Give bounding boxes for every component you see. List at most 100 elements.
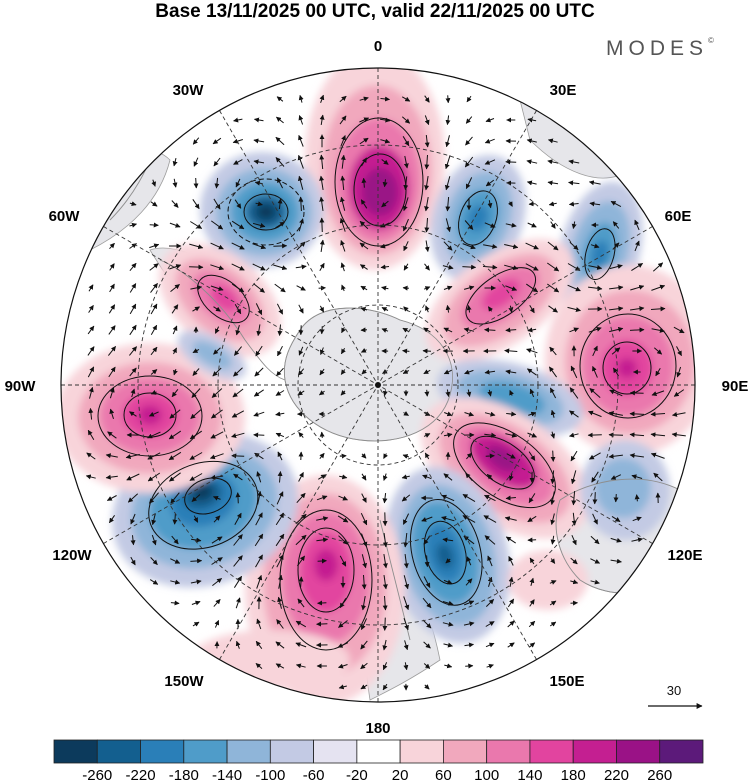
wind-vector bbox=[233, 367, 243, 377]
wind-vector bbox=[463, 285, 475, 291]
wind-vector bbox=[424, 263, 430, 271]
wind-vector bbox=[130, 535, 136, 546]
wind-vector bbox=[361, 177, 367, 188]
colorbar-tick-label: -140 bbox=[212, 767, 242, 783]
wind-vector bbox=[339, 196, 346, 211]
wind-vector bbox=[588, 410, 602, 418]
wind-vector bbox=[130, 556, 136, 566]
wind-vector bbox=[129, 222, 137, 228]
map-boundary bbox=[60, 67, 696, 703]
wind-vector bbox=[550, 535, 556, 545]
wind-vector bbox=[340, 175, 346, 191]
positive-anomaly-0 bbox=[305, 68, 445, 270]
wind-vector bbox=[295, 264, 307, 270]
wind-vector bbox=[316, 537, 329, 543]
wind-vector bbox=[277, 596, 283, 609]
wind-vector bbox=[127, 493, 139, 503]
wind-vector bbox=[129, 346, 137, 356]
wind-vector bbox=[589, 388, 601, 398]
wind-vector bbox=[591, 471, 599, 483]
wind-vector bbox=[339, 115, 347, 125]
wind-vector bbox=[525, 242, 539, 250]
wind-vector bbox=[507, 620, 515, 628]
wind-vector bbox=[190, 221, 203, 229]
wind-vector bbox=[109, 283, 115, 293]
wind-vector bbox=[508, 305, 514, 313]
wind-vector bbox=[360, 199, 368, 209]
wind-vector bbox=[443, 432, 453, 438]
wind-vector bbox=[505, 285, 518, 291]
wind-vector bbox=[275, 136, 285, 146]
wind-vector bbox=[276, 619, 284, 629]
wind-vector bbox=[571, 534, 577, 546]
wind-vector bbox=[106, 495, 117, 501]
wind-vector bbox=[403, 411, 409, 416]
wind-vector bbox=[256, 324, 262, 337]
wind-vector bbox=[359, 117, 370, 123]
wind-vector bbox=[275, 221, 286, 229]
wind-vector bbox=[590, 243, 600, 249]
wind-vector bbox=[151, 179, 157, 187]
wind-vector bbox=[147, 431, 161, 439]
wind-vector bbox=[631, 262, 644, 272]
wind-vector bbox=[214, 326, 220, 334]
wind-vector bbox=[569, 387, 579, 399]
wind-vector bbox=[277, 345, 283, 357]
wind-vector bbox=[422, 474, 432, 480]
wind-vector bbox=[423, 411, 431, 416]
wind-vector bbox=[298, 134, 304, 147]
wind-vector bbox=[423, 433, 431, 438]
wind-vector bbox=[550, 409, 556, 418]
lon-label-90w: 90W bbox=[5, 378, 37, 395]
wind-vector bbox=[504, 516, 517, 522]
wind-vector bbox=[570, 557, 578, 565]
wind-vector bbox=[486, 663, 494, 669]
wind-vector bbox=[567, 306, 581, 312]
wind-vector bbox=[255, 640, 263, 650]
wind-vector bbox=[361, 574, 367, 590]
wind-vector bbox=[549, 346, 557, 356]
wind-vector bbox=[297, 598, 305, 608]
wind-vector bbox=[550, 513, 556, 525]
wind-vector bbox=[487, 555, 493, 567]
wind-vector bbox=[298, 304, 304, 314]
wind-vector bbox=[172, 178, 178, 188]
wind-vector bbox=[359, 137, 369, 145]
wind-vector bbox=[508, 576, 514, 587]
wind-vector bbox=[632, 516, 642, 522]
wind-vector bbox=[190, 558, 203, 564]
wind-vector bbox=[129, 324, 137, 336]
colorbar-swatch bbox=[572, 739, 617, 764]
wind-vector bbox=[466, 556, 472, 566]
wind-vector bbox=[382, 473, 388, 481]
wind-vector bbox=[422, 619, 432, 629]
wind-vector bbox=[192, 348, 200, 354]
wind-vector bbox=[485, 621, 495, 627]
wind-vector bbox=[550, 431, 556, 439]
wind-vector bbox=[253, 389, 264, 397]
wind-vector bbox=[445, 196, 451, 212]
wind-vector bbox=[150, 324, 158, 335]
wind-vector bbox=[105, 453, 118, 459]
wind-vector bbox=[547, 159, 559, 165]
wind-vector bbox=[233, 159, 243, 165]
wind-vector bbox=[445, 135, 451, 148]
wind-vector bbox=[125, 453, 140, 460]
wind-vector bbox=[634, 219, 640, 231]
wind-vector bbox=[612, 242, 620, 250]
wind-vector bbox=[506, 411, 517, 417]
wind-vector bbox=[168, 472, 181, 482]
wind-vector bbox=[296, 285, 306, 291]
wind-vector bbox=[360, 684, 368, 690]
wind-vector bbox=[401, 474, 410, 480]
wind-vector bbox=[191, 600, 201, 606]
wind-vector bbox=[424, 115, 430, 126]
wind-vector bbox=[484, 535, 496, 545]
wind-vector bbox=[255, 303, 263, 316]
wind-vector bbox=[338, 495, 348, 501]
wind-vector bbox=[462, 264, 477, 270]
wind-vector bbox=[424, 684, 430, 690]
wind-vector bbox=[673, 389, 685, 397]
wind-vector bbox=[380, 96, 390, 102]
wind-vector bbox=[612, 367, 620, 377]
